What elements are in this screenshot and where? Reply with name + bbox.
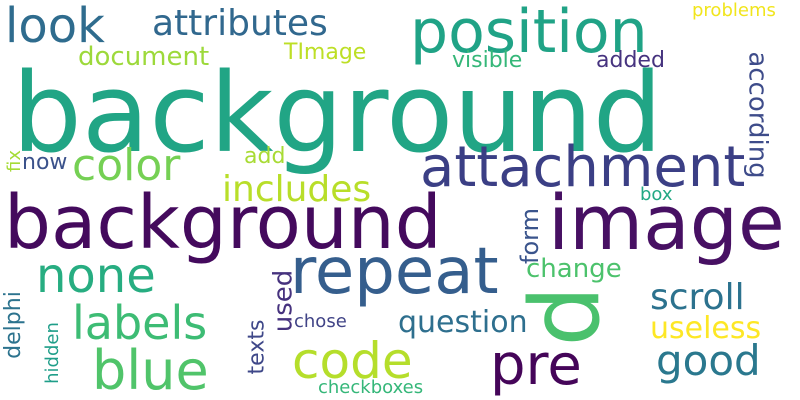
word-checkboxes: checkboxes bbox=[318, 377, 424, 398]
word-now: now bbox=[22, 150, 68, 175]
word-delphi: delphi bbox=[0, 291, 26, 359]
word-background-second: background bbox=[4, 180, 442, 266]
word-includes: includes bbox=[222, 169, 372, 210]
word-attributes: attributes bbox=[152, 3, 328, 44]
word-color: color bbox=[72, 140, 181, 191]
word-texts: texts bbox=[244, 319, 270, 375]
word-timage: TImage bbox=[284, 40, 367, 65]
word-according: according bbox=[742, 51, 773, 179]
word-change: change bbox=[526, 254, 622, 284]
word-problems: problems bbox=[692, 0, 776, 21]
word-none: none bbox=[36, 248, 156, 304]
word-used: used bbox=[268, 269, 299, 333]
word-hidden: hidden bbox=[41, 322, 63, 384]
word-pre: pre bbox=[490, 333, 582, 398]
word-add: add bbox=[244, 144, 286, 169]
word-visible: visible bbox=[452, 48, 523, 73]
word-document: document bbox=[78, 42, 210, 72]
word-chose: chose bbox=[294, 311, 347, 332]
word-scroll: scroll bbox=[650, 277, 745, 318]
word-added: added bbox=[596, 48, 665, 73]
word-code: code bbox=[292, 332, 413, 390]
word-labels: labels bbox=[72, 296, 208, 350]
word-useless: useless bbox=[650, 311, 762, 346]
word-box: box bbox=[640, 184, 673, 205]
word-good: good bbox=[656, 336, 761, 385]
word-fix: fix bbox=[4, 150, 25, 172]
word-question: question bbox=[398, 305, 528, 340]
word-position: position bbox=[410, 0, 648, 67]
word-blue: blue bbox=[92, 339, 209, 400]
word-image: image bbox=[548, 178, 785, 267]
word-form: form bbox=[515, 208, 544, 264]
word-look: look bbox=[5, 0, 105, 54]
word-background-large: background bbox=[12, 49, 663, 177]
word-repeat: repeat bbox=[290, 235, 499, 309]
word-attachment: attachment bbox=[420, 135, 746, 200]
